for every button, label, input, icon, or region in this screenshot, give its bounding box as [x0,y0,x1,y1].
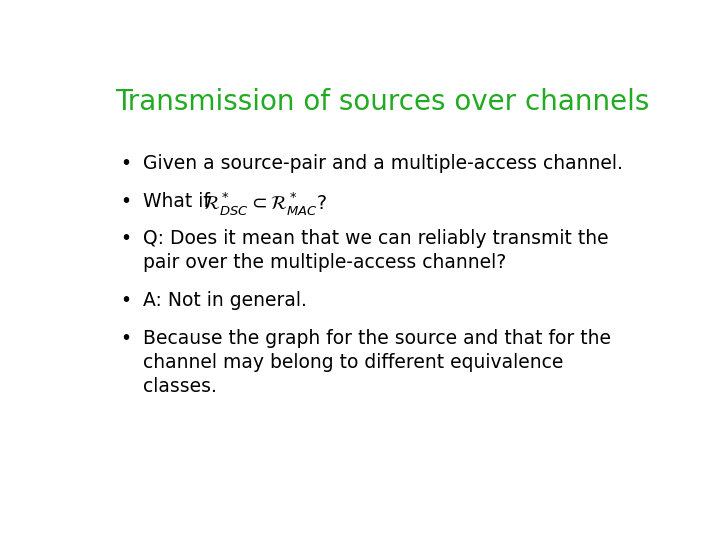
Text: Q: Does it mean that we can reliably transmit the
pair over the multiple-access : Q: Does it mean that we can reliably tra… [143,229,608,272]
Text: •: • [121,292,132,310]
Text: What if: What if [143,192,210,211]
Text: Transmission of sources over channels: Transmission of sources over channels [115,87,649,116]
Text: •: • [121,229,132,248]
Text: •: • [121,329,132,348]
Text: A: Not in general.: A: Not in general. [143,292,307,310]
Text: Given a source-pair and a multiple-access channel.: Given a source-pair and a multiple-acces… [143,154,623,173]
Text: $\mathcal{R}^*_{DSC} \subset \mathcal{R}^*_{MAC}$?: $\mathcal{R}^*_{DSC} \subset \mathcal{R}… [203,191,328,218]
Text: •: • [121,192,132,211]
Text: Because the graph for the source and that for the
channel may belong to differen: Because the graph for the source and tha… [143,329,611,396]
Text: •: • [121,154,132,173]
